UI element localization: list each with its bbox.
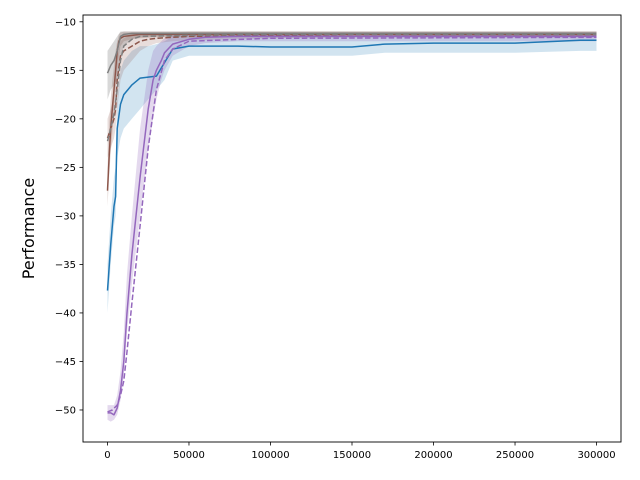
y-tick-label: −30: [55, 211, 76, 222]
y-tick-label: −10: [55, 17, 76, 28]
y-tick-label: −25: [55, 163, 76, 174]
series-4-line: [106, 33, 597, 142]
y-tick-label: −50: [55, 405, 76, 416]
x-tick-label: 200000: [414, 450, 452, 461]
series-3-line: [106, 32, 597, 74]
x-tick-label: 150000: [333, 450, 371, 461]
x-tick-label: 250000: [496, 450, 534, 461]
x-axis: 0 50000 100000 150000 200000 250000 300000: [104, 442, 616, 461]
y-tick-label: −20: [55, 114, 76, 125]
y-tick-label: −35: [55, 260, 76, 271]
series-lines: [106, 32, 597, 416]
y-tick-label: −15: [55, 66, 76, 77]
series-6-line: [107, 36, 597, 413]
x-tick-label: 100000: [251, 450, 289, 461]
x-tick-label: 300000: [577, 450, 615, 461]
x-tick-label: 50000: [173, 450, 205, 461]
y-tick-label: −40: [55, 308, 76, 319]
y-axis: −50 −45 −40 −35 −30 −25 −20 −15 −10: [55, 17, 83, 416]
series-0-band: [107, 33, 597, 313]
y-axis-label: Performance: [19, 178, 38, 279]
y-tick-label: −45: [55, 357, 76, 368]
x-tick-label: 0: [104, 450, 110, 461]
